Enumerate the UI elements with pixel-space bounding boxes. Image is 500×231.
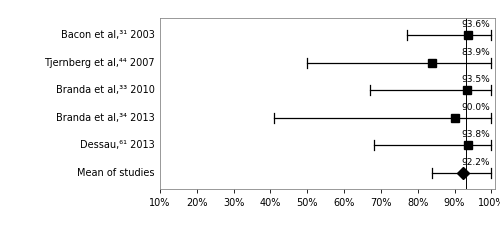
Text: Tjernberg et al,⁴⁴ 2007: Tjernberg et al,⁴⁴ 2007 xyxy=(44,58,154,68)
Text: 93.5%: 93.5% xyxy=(462,75,490,84)
Text: 93.8%: 93.8% xyxy=(462,130,490,139)
Text: 83.9%: 83.9% xyxy=(462,48,490,57)
Text: Dessau,⁶¹ 2013: Dessau,⁶¹ 2013 xyxy=(80,140,154,150)
Text: 93.6%: 93.6% xyxy=(462,20,490,29)
Text: Bacon et al,³¹ 2003: Bacon et al,³¹ 2003 xyxy=(60,30,154,40)
Text: Mean of studies: Mean of studies xyxy=(77,168,154,178)
Text: 92.2%: 92.2% xyxy=(462,158,490,167)
Text: Branda et al,³⁴ 2013: Branda et al,³⁴ 2013 xyxy=(56,113,154,123)
Text: Branda et al,³³ 2010: Branda et al,³³ 2010 xyxy=(56,85,154,95)
Text: 90.0%: 90.0% xyxy=(462,103,490,112)
